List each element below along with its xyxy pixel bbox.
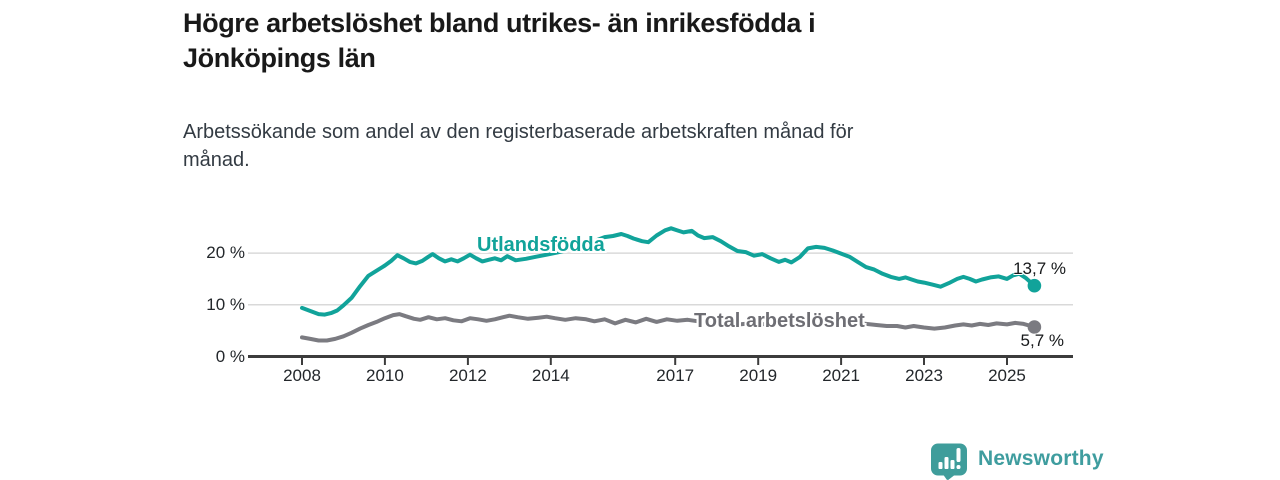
- x-tick-label-2019: 2019: [739, 366, 778, 385]
- logo-bar-1: [938, 462, 943, 469]
- series-line-utlandsfodda: [300, 226, 1037, 317]
- x-tick-label-2014: 2014: [531, 366, 570, 385]
- series-label-utlandsfodda: Utlandsfödda: [477, 234, 605, 256]
- end-dot-utlandsfodda: [1027, 278, 1042, 293]
- chart-subtitle: Arbetssökande som andel av den registerb…: [183, 118, 1083, 174]
- logo-exclamation-bar: [956, 448, 961, 462]
- logo-exclamation-dot: [956, 465, 961, 469]
- logo-bar-2: [944, 457, 949, 469]
- chart-subtitle-line2: månad.: [183, 149, 250, 171]
- chart-title: Högre arbetslöshet bland utrikes- än inr…: [183, 6, 1083, 76]
- logo-bar-3: [950, 460, 955, 469]
- y-tick-label-0pct: 0 %: [215, 346, 245, 366]
- x-tick-label-2017: 2017: [656, 366, 695, 385]
- series-line-total-arbetsloshet: [300, 312, 1037, 343]
- x-tick-label-2025: 2025: [988, 366, 1026, 385]
- y-tick-label-10pct: 10 %: [206, 294, 245, 314]
- end-dot-total-arbetsloshet: [1027, 320, 1042, 334]
- chart-title-line1: Högre arbetslöshet bland utrikes- än inr…: [183, 8, 816, 38]
- y-tick-label-20pct: 20 %: [206, 243, 245, 263]
- end-value-label-utlandsfodda: 13,7 %: [1013, 259, 1066, 278]
- speech-bubble-tail: [942, 473, 953, 480]
- x-tick-label-2008: 2008: [283, 366, 321, 385]
- x-tick-label-2010: 2010: [366, 366, 404, 385]
- brand-footer: Newsworthy: [930, 443, 1190, 480]
- bar-chart-speech-bubble-icon: [931, 443, 967, 480]
- chart-subtitle-line1: Arbetssökande som andel av den registerb…: [183, 121, 854, 143]
- end-value-label-total-arbetsloshet: 5,7 %: [1020, 331, 1064, 350]
- x-tick-label-2021: 2021: [822, 366, 861, 385]
- x-tick-label-2023: 2023: [905, 366, 943, 385]
- chart-title-line2: Jönköpings län: [183, 43, 376, 73]
- series-label-total-arbetsloshet: Total arbetslöshet: [694, 310, 865, 332]
- x-tick-label-2012: 2012: [448, 366, 487, 385]
- brand-name: Newsworthy: [978, 447, 1104, 470]
